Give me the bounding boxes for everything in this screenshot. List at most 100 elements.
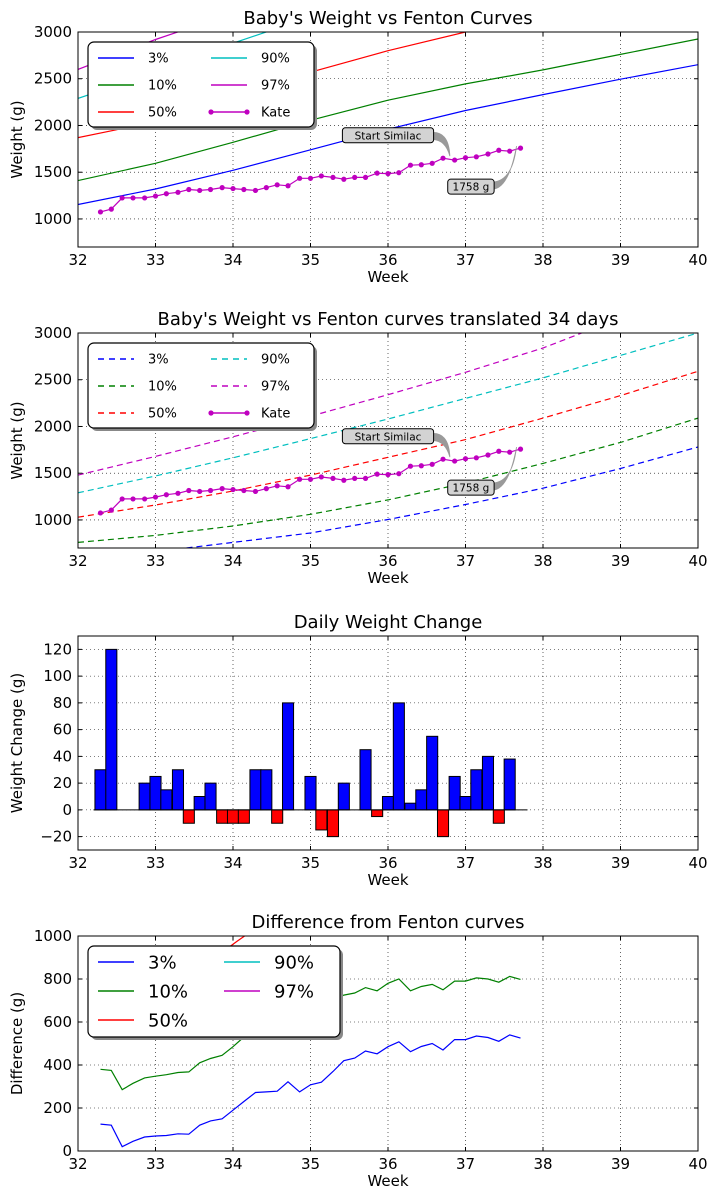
data-point — [207, 487, 214, 494]
daily-weight-change-chart: 32 33 34 35 36 37 38 39 40 −20 0 20 40 60 80 100 120 Dail… — [8, 612, 708, 889]
bar — [304, 775, 317, 811]
data-point — [507, 449, 513, 455]
data-point — [362, 174, 369, 180]
data-point — [440, 155, 446, 161]
plot-frame — [77, 635, 699, 851]
x-tick-label: 33 — [146, 552, 165, 570]
x-tick-label: 40 — [688, 552, 707, 570]
legend: 3% 10% 50% 90% 97% Kate — [87, 342, 317, 431]
data-point — [407, 162, 414, 168]
x-tick-label: 33 — [146, 1155, 165, 1173]
y-axis-label: Weight (g) — [8, 401, 26, 479]
data-point — [330, 174, 336, 180]
bar — [160, 789, 173, 811]
series-line-3pct — [100, 1034, 521, 1148]
annotation-box — [341, 428, 435, 445]
data-point — [186, 186, 192, 193]
bar — [481, 755, 495, 811]
data-point — [318, 474, 324, 480]
x-tick-label: 34 — [223, 552, 242, 570]
plot-frame — [77, 31, 699, 248]
data-point — [374, 471, 380, 477]
x-tick-label: 34 — [223, 854, 242, 872]
data-point — [175, 189, 181, 195]
data-point — [517, 145, 524, 151]
x-axis-label: Week — [367, 871, 408, 889]
plot-content — [93, 648, 528, 838]
data-point — [462, 155, 469, 161]
data-point — [152, 193, 159, 199]
chart-title: Difference from Fenton curves — [252, 912, 525, 933]
bar — [503, 758, 516, 811]
series-line-50pct — [78, 370, 698, 518]
bar — [436, 809, 450, 838]
series-line-10pct — [78, 417, 698, 543]
y-tick-label: 3000 — [34, 23, 72, 41]
bar — [94, 769, 107, 811]
plot-content — [78, 333, 698, 548]
y-tick-label: 1000 — [34, 210, 72, 228]
data-point — [485, 151, 491, 157]
data-point — [496, 448, 502, 454]
x-tick-label: 38 — [533, 552, 552, 570]
y-tick-label: 40 — [53, 747, 72, 765]
data-point — [230, 185, 236, 192]
x-tick-label: 35 — [301, 1155, 320, 1173]
legend-label: 97% — [261, 380, 290, 395]
x-tick-label: 32 — [68, 1155, 87, 1173]
y-tick-label: 200 — [43, 1099, 72, 1117]
data-point — [462, 456, 469, 462]
data-point — [186, 487, 192, 494]
data-point — [241, 186, 247, 193]
data-point — [418, 162, 424, 168]
y-tick-label: 20 — [53, 774, 72, 792]
y-tick-label: 100 — [43, 667, 72, 685]
data-point — [263, 185, 269, 191]
y-tick-label: 2000 — [34, 417, 72, 435]
x-tick-label: 36 — [378, 251, 397, 269]
data-point — [496, 147, 502, 153]
x-tick-label: 37 — [456, 854, 475, 872]
bar — [249, 769, 262, 811]
data-point — [396, 170, 402, 176]
bar — [448, 775, 461, 811]
annotation-text: Start Similac — [355, 130, 422, 142]
series-line-3pct — [186, 446, 698, 548]
legend-label: 3% — [148, 952, 177, 973]
data-point — [97, 510, 104, 516]
data-point — [285, 183, 291, 189]
legend-label: 50% — [148, 106, 177, 121]
data-point — [219, 486, 225, 492]
bar — [381, 796, 395, 811]
bar — [392, 702, 405, 811]
data-point — [318, 173, 324, 179]
x-tick-label: 36 — [378, 854, 397, 872]
data-point — [241, 487, 247, 494]
legend-box — [87, 342, 315, 429]
difference-from-fenton-chart: 32 33 34 35 36 37 38 39 4002004006008001000Diffe… — [8, 912, 708, 1190]
x-tick-label: 36 — [378, 1155, 397, 1173]
bar — [182, 809, 195, 824]
annotation-text: 1758 g — [453, 483, 490, 495]
bar — [271, 809, 284, 824]
x-tick-label: 38 — [533, 854, 552, 872]
y-tick-label: 3000 — [34, 324, 72, 342]
y-tick-label: 1500 — [34, 464, 72, 482]
data-point — [352, 174, 358, 180]
data-point — [485, 452, 491, 458]
weight-vs-fenton-chart: 32 33 34 35 36 37 38 39 40 1000 1500 2000 2500 3000 St… — [8, 8, 708, 286]
legend-label: 10% — [148, 380, 177, 395]
x-tick-label: 37 — [456, 251, 475, 269]
legend-marker — [244, 109, 250, 115]
legend-label: 10% — [148, 981, 188, 1002]
data-point — [307, 476, 314, 482]
x-tick-label: 32 — [68, 552, 87, 570]
data-point — [352, 475, 358, 481]
data-point — [452, 458, 458, 464]
x-tick-label: 33 — [146, 854, 165, 872]
data-point — [163, 191, 169, 197]
chart-title: Daily Weight Change — [294, 612, 483, 633]
data-point — [396, 471, 402, 477]
data-point — [197, 187, 203, 194]
weight-vs-fenton-translated-chart: 32 33 34 35 36 37 38 39 40 1000 1500 2000 2500 3000 St… — [8, 309, 708, 587]
